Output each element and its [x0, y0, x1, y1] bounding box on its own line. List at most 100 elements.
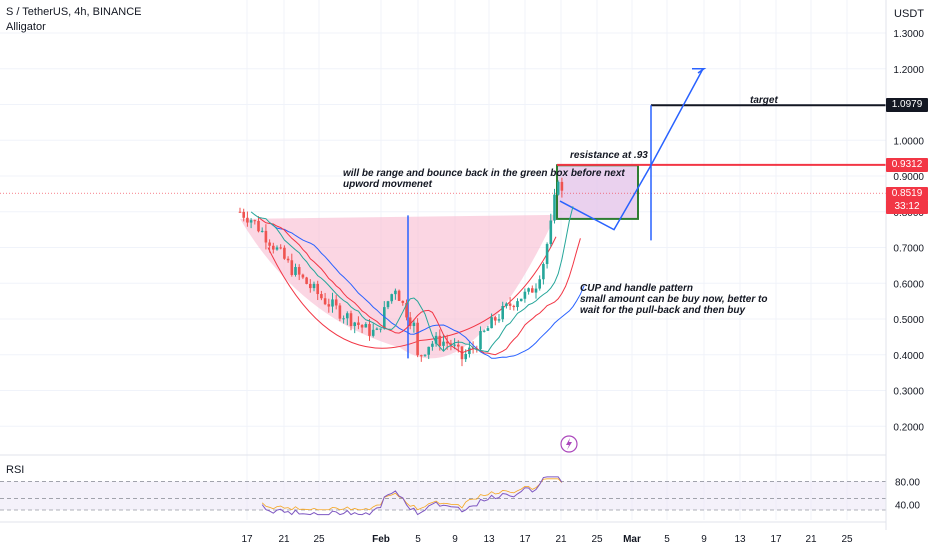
- candle-body: [405, 302, 408, 318]
- candle-body: [420, 355, 423, 357]
- price-tick-label: 0.9000: [893, 172, 924, 183]
- candle-body: [394, 290, 397, 295]
- alligator-line: [258, 216, 581, 356]
- time-tick-label: 5: [664, 534, 670, 545]
- rsi-label[interactable]: RSI: [6, 464, 25, 476]
- candle-body: [353, 322, 356, 327]
- currency-label: USDT: [894, 8, 924, 20]
- candle-body: [534, 288, 538, 293]
- resistance-annotation: resistance at .93: [570, 150, 648, 161]
- candle-body: [416, 322, 419, 356]
- price-tick-label: 0.3000: [893, 387, 924, 398]
- candle-body: [464, 353, 467, 360]
- candle-body: [434, 335, 438, 344]
- candle-body: [331, 299, 334, 307]
- candle-body: [516, 301, 519, 308]
- time-tick-label: Feb: [372, 534, 390, 545]
- candle-body: [346, 313, 349, 319]
- candle-body: [549, 220, 553, 245]
- candle-body: [334, 299, 338, 306]
- candle-body: [505, 303, 508, 307]
- candle-body: [297, 267, 301, 275]
- time-tick-label: 25: [313, 534, 325, 545]
- candle-body: [383, 307, 386, 329]
- time-tick-label: 17: [770, 534, 782, 545]
- candle-body: [423, 354, 427, 356]
- candle-body: [538, 279, 541, 289]
- price-tick-label: 0.6000: [893, 279, 924, 290]
- candle-body: [449, 343, 453, 346]
- indicator-label[interactable]: Alligator: [6, 21, 46, 33]
- candle-body: [371, 329, 375, 336]
- price-tick-label: 1.3000: [893, 29, 924, 40]
- candle-body: [501, 306, 504, 320]
- price-tick-label: 0.7000: [893, 244, 924, 255]
- time-tick-label: Mar: [623, 534, 641, 545]
- price-tick-label: 0.2000: [893, 422, 924, 433]
- candle-body: [527, 288, 530, 292]
- candle-body: [320, 294, 323, 299]
- candle-body: [553, 194, 556, 221]
- candle-body: [260, 230, 264, 232]
- candle-body: [494, 317, 497, 321]
- candle-body: [279, 247, 282, 249]
- candle-body: [519, 298, 523, 302]
- candle-body: [368, 324, 371, 336]
- rsi-tick-label: 40.00: [895, 500, 920, 511]
- candle-body: [545, 244, 549, 265]
- price-tick-label: 0.5000: [893, 315, 924, 326]
- candle-body: [349, 313, 353, 327]
- candle-body: [401, 300, 405, 303]
- rsi-line: [261, 476, 563, 516]
- candle-body: [508, 303, 512, 306]
- time-tick-label: 25: [841, 534, 853, 545]
- resistance-price-tag: 0.9312: [886, 158, 928, 172]
- candle-body: [482, 330, 486, 332]
- rsi-ma-line: [261, 478, 563, 511]
- cup-annotation-line3: wait for the pull-back and then buy: [580, 305, 746, 316]
- last-price-tag: 0.8519: [886, 187, 928, 201]
- time-tick-label: 5: [415, 534, 421, 545]
- cup-annotation-line2: small amount can be buy now, better to: [580, 294, 768, 305]
- candle-body: [397, 290, 401, 301]
- price-tick-label: 1.2000: [893, 65, 924, 76]
- candle-body: [390, 294, 393, 302]
- candle-body: [497, 319, 501, 321]
- candle-body: [431, 343, 434, 347]
- candle-body: [323, 298, 327, 305]
- candle-body: [379, 328, 382, 330]
- candle-body: [249, 220, 253, 223]
- symbol-title[interactable]: S / TetherUS, 4h, BINANCE: [6, 6, 142, 18]
- candle-body: [290, 260, 294, 275]
- candle-body: [556, 181, 560, 195]
- candle-body: [479, 331, 482, 350]
- candle-body: [468, 347, 471, 354]
- cup-curve: [267, 236, 557, 349]
- time-tick-label: 25: [591, 534, 603, 545]
- alligator-line: [250, 206, 574, 353]
- range-annotation-line2: upword movmenet: [343, 179, 432, 190]
- candle-body: [253, 220, 257, 222]
- candle-body: [523, 291, 527, 299]
- candle-body: [286, 258, 290, 261]
- candle-body: [264, 230, 268, 243]
- candle-body: [338, 305, 342, 319]
- candle-body: [438, 335, 442, 346]
- candle-body: [294, 267, 297, 275]
- projection-path: [559, 68, 704, 231]
- countdown-tag: 33:12: [886, 200, 928, 214]
- rsi-tick-label: 80.00: [895, 477, 920, 488]
- candle-body: [242, 211, 245, 218]
- candle-body: [457, 344, 460, 347]
- candle-body: [305, 277, 308, 284]
- price-tick-label: 1.0000: [893, 136, 924, 147]
- price-tick-label: 0.4000: [893, 351, 924, 362]
- candle-body: [364, 324, 368, 328]
- lightning-glyph: [566, 438, 572, 450]
- time-tick-label: 13: [734, 534, 746, 545]
- candle-body: [327, 304, 331, 307]
- candle-body: [445, 341, 449, 344]
- time-tick-label: 21: [278, 534, 290, 545]
- time-tick-label: 9: [701, 534, 707, 545]
